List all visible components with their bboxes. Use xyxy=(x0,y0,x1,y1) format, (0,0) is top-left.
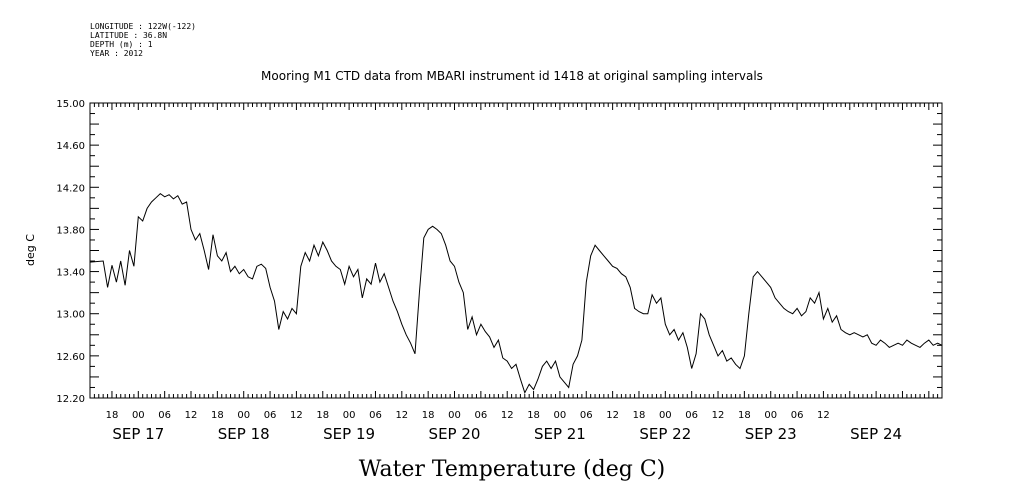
longitude-text: LONGITUDE : 122W(-122) xyxy=(90,22,196,31)
y-tick-label: 12.20 xyxy=(56,394,85,405)
x-axis-label: Water Temperature (deg C) xyxy=(359,457,666,482)
chart-title: Mooring M1 CTD data from MBARI instrumen… xyxy=(261,69,763,83)
x-tick-label: 00 xyxy=(448,410,461,421)
x-date-label: SEP 22 xyxy=(639,425,691,443)
x-tick-label: 18 xyxy=(738,410,751,421)
plot-frame xyxy=(89,102,943,399)
x-date-label: SEP 23 xyxy=(745,425,797,443)
x-date-labels: SEP 17 SEP 18 SEP 19 SEP 20 SEP 21 SEP 22 SEP … xyxy=(112,425,902,443)
x-tick-label: 18 xyxy=(106,410,119,421)
x-tick-label: 18 xyxy=(633,410,646,421)
x-tick-label: 06 xyxy=(474,410,487,421)
x-tick-label: 06 xyxy=(580,410,593,421)
x-tick-label: 06 xyxy=(264,410,277,421)
x-tick-label: 18 xyxy=(316,410,329,421)
y-axis-label: deg C xyxy=(24,234,37,266)
y-tick-label: 13.80 xyxy=(56,225,85,236)
latitude-text: LATITUDE : 36.8N xyxy=(90,31,168,40)
y-tick-labels: 12.20 12.60 13.00 13.40 13.80 14.20 14.60 15.00 xyxy=(56,99,85,405)
x-tick-label: 00 xyxy=(659,410,672,421)
x-tick-label: 12 xyxy=(817,410,830,421)
depth-text: DEPTH (m) : 1 xyxy=(90,40,153,49)
x-tick-label: 06 xyxy=(791,410,804,421)
y-tick-label: 12.60 xyxy=(56,352,85,363)
x-date-label: SEP 20 xyxy=(429,425,481,443)
x-tick-label: 12 xyxy=(185,410,198,421)
x-tick-label: 18 xyxy=(422,410,435,421)
x-date-label: SEP 17 xyxy=(112,425,164,443)
metadata-block: LONGITUDE : 122W(-122) LATITUDE : 36.8N … xyxy=(90,22,196,58)
x-tick-label: 18 xyxy=(211,410,224,421)
x-tick-label: 12 xyxy=(501,410,514,421)
x-tick-label: 00 xyxy=(554,410,567,421)
x-tick-label: 18 xyxy=(527,410,540,421)
x-tick-label: 06 xyxy=(369,410,382,421)
y-tick-label: 13.00 xyxy=(56,310,85,321)
x-tick-label: 00 xyxy=(237,410,250,421)
axis-ticks xyxy=(89,102,943,399)
y-tick-label: 14.20 xyxy=(56,183,85,194)
x-tick-label: 12 xyxy=(395,410,408,421)
x-tick-label: 06 xyxy=(685,410,698,421)
y-tick-label: 15.00 xyxy=(56,99,85,110)
y-tick-label: 14.60 xyxy=(56,141,85,152)
y-tick-label: 13.40 xyxy=(56,268,85,279)
x-tick-label: 12 xyxy=(606,410,619,421)
x-tick-label: 06 xyxy=(158,410,171,421)
x-tick-label: 00 xyxy=(343,410,356,421)
x-date-label: SEP 18 xyxy=(218,425,270,443)
x-date-label: SEP 19 xyxy=(323,425,375,443)
year-text: YEAR : 2012 xyxy=(90,49,143,58)
x-tick-label: 12 xyxy=(290,410,303,421)
x-tick-label: 00 xyxy=(132,410,145,421)
x-date-label: SEP 24 xyxy=(850,425,902,443)
x-date-label: SEP 21 xyxy=(534,425,586,443)
x-tick-label: 00 xyxy=(764,410,777,421)
x-tick-label: 12 xyxy=(712,410,725,421)
x-tick-labels: 18 00 06 12 18 00 06 12 18 00 06 12 18 00 06 12 18 00 06 12… xyxy=(106,410,830,421)
water-temperature-line xyxy=(89,192,943,394)
